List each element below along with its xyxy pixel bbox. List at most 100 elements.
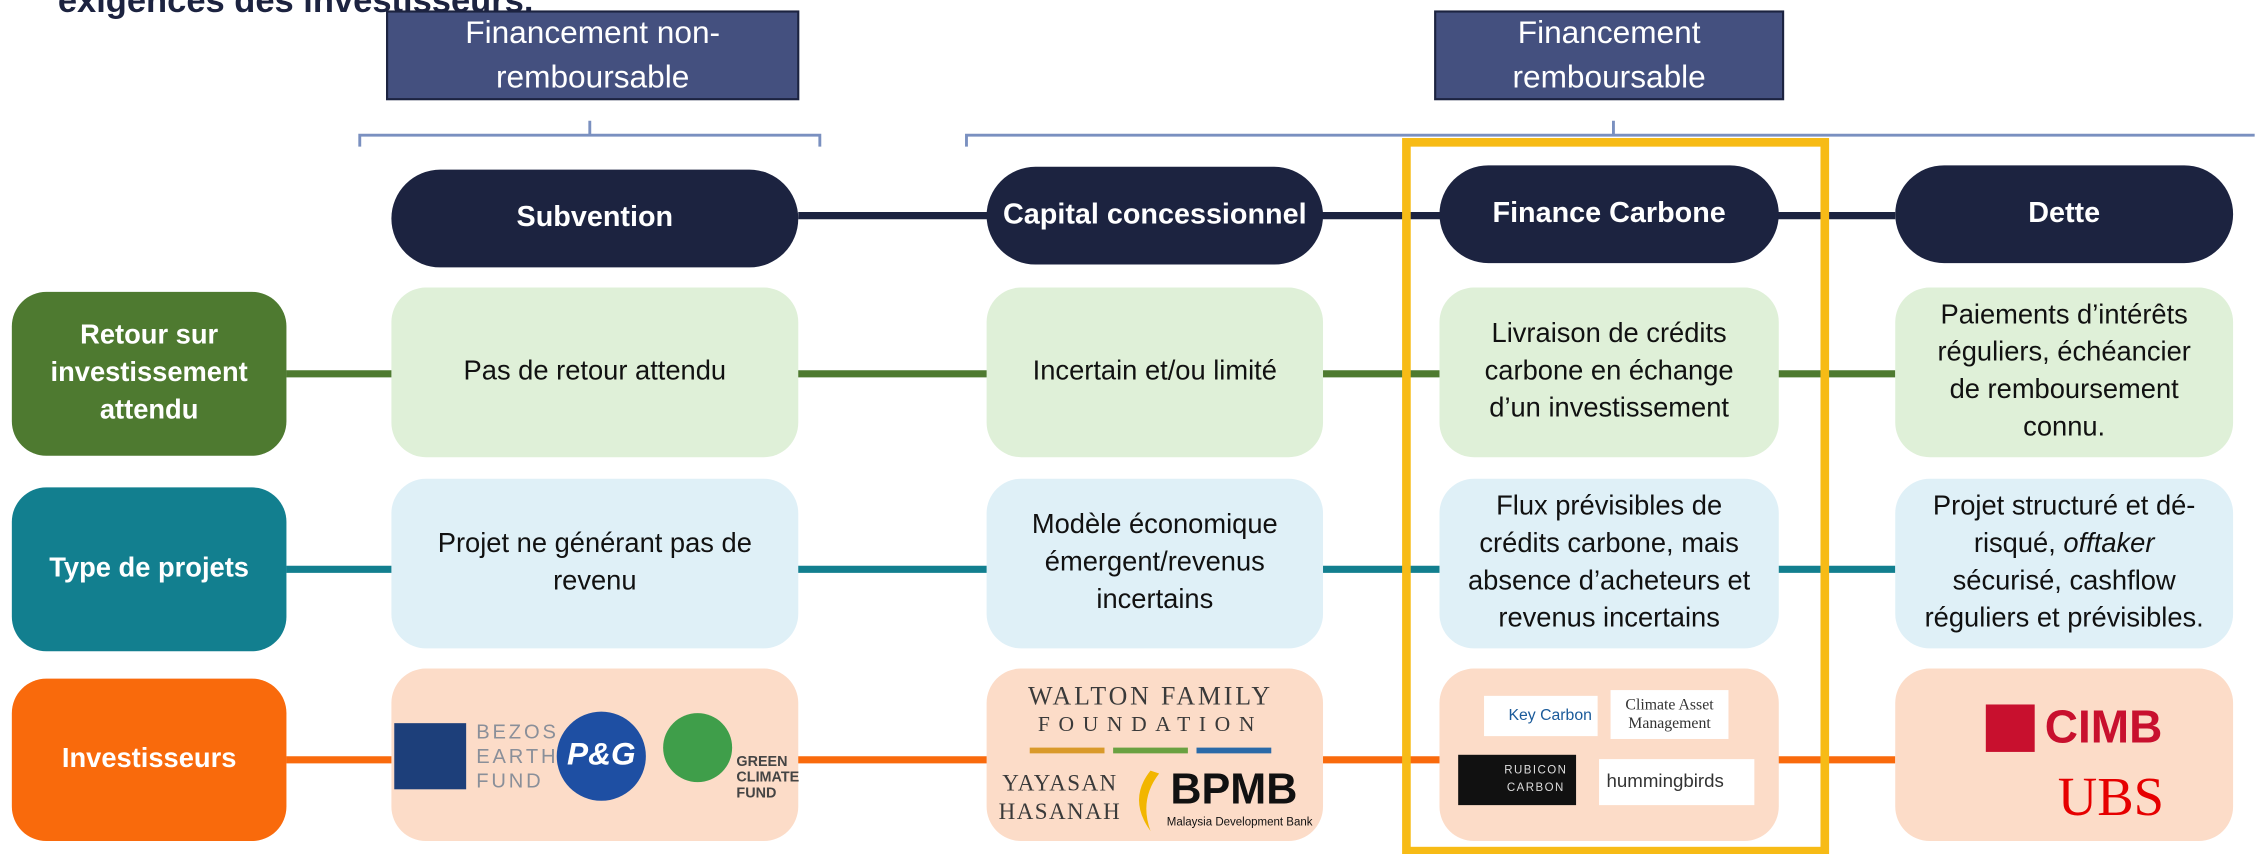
cell-text-part: Flux prévisibles de xyxy=(1496,490,1722,521)
cell-text-part: risqué, xyxy=(1974,527,2064,558)
cell-text: Projet ne générant pas de xyxy=(438,527,752,558)
cell-text-part: réguliers et prévisibles. xyxy=(1925,602,2204,633)
group-header-text: Financement non- xyxy=(465,14,720,50)
cell-text: revenu xyxy=(553,564,636,595)
logo-shape xyxy=(1029,747,1105,754)
cell-text-part: sécurisé, cashflow xyxy=(1953,564,2176,595)
logo-text: Management xyxy=(1628,715,1711,732)
logo-shape xyxy=(1113,747,1188,754)
logo-text: RUBICON xyxy=(1504,765,1567,777)
cell xyxy=(1439,478,1779,649)
cell-text-part: Projet structuré et dé- xyxy=(1933,490,2195,521)
logo-text: CLIMATE xyxy=(736,770,799,786)
logo-shape xyxy=(1985,704,2035,752)
logo-shape xyxy=(1599,759,1755,806)
cell xyxy=(1895,478,2234,649)
cell-text: de remboursement xyxy=(1950,373,2180,404)
cell-text: émergent/revenus xyxy=(1045,546,1265,577)
group-header-text: remboursable xyxy=(1512,58,1705,94)
cell-text: Pas de retour attendu xyxy=(464,355,727,386)
cell-text: sécurisé, cashflow xyxy=(1953,564,2176,595)
cell-text: réguliers, échéancier xyxy=(1937,336,2190,367)
cell xyxy=(1895,287,2234,458)
group-header xyxy=(1434,10,1785,101)
logo-shape xyxy=(663,713,733,783)
cell-text: réguliers et prévisibles. xyxy=(1925,602,2204,633)
cell-text: Paiements d’intérêts xyxy=(1941,299,2188,330)
cell-text-part: absence d’acheteurs et xyxy=(1468,564,1751,595)
column-header xyxy=(1439,165,1779,264)
logo-text: WALTON FAMILY xyxy=(1028,682,1273,711)
cell-text: d’un investissement xyxy=(1489,392,1729,423)
group-header-text: remboursable xyxy=(496,58,689,94)
cell-text-part: de remboursement xyxy=(1950,373,2180,404)
logo-text: HASANAH xyxy=(999,799,1122,824)
cell-text-part: d’un investissement xyxy=(1489,392,1729,423)
logo-shape xyxy=(1484,695,1598,737)
logo-text: Key Carbon xyxy=(1508,707,1591,724)
cell-text: connu. xyxy=(2023,411,2105,442)
logo-text: P&G xyxy=(567,736,636,772)
cell-text-part: Modèle économique xyxy=(1032,508,1278,539)
cell xyxy=(391,478,799,649)
cell-text-part: crédits carbone, mais xyxy=(1479,527,1738,558)
cell-text-part: offtaker xyxy=(2063,527,2156,558)
cell-text: Livraison de crédits xyxy=(1492,317,1727,348)
cell-text: Modèle économique xyxy=(1032,508,1278,539)
logo-text: FOUNDATION xyxy=(1038,712,1263,736)
cell xyxy=(986,478,1324,649)
logo-text: Climate Asset xyxy=(1625,697,1714,714)
logo-text: hummingbirds xyxy=(1607,770,1724,791)
cell-text: Flux prévisibles de xyxy=(1496,490,1722,521)
cell-text-part: Incertain et/ou limité xyxy=(1033,355,1277,386)
row-header-text: attendu xyxy=(100,393,199,424)
logo-shape xyxy=(556,711,646,801)
cell xyxy=(986,668,1324,842)
bracket xyxy=(358,120,2255,147)
row-header xyxy=(11,487,287,652)
logo-text: Malaysia Development Bank xyxy=(1167,816,1313,828)
row-header-text: investissement xyxy=(51,356,248,387)
logo-text: CIMB xyxy=(2045,701,2163,753)
logo-shape xyxy=(1196,747,1272,754)
cell-text-part: émergent/revenus xyxy=(1045,546,1265,577)
logo-text: FUND xyxy=(736,785,776,801)
logo-shape xyxy=(1610,690,1729,739)
column-header xyxy=(986,166,1324,265)
column-header xyxy=(1895,165,2234,264)
cell-text-part: Projet ne générant pas de xyxy=(438,527,752,558)
cell-text: absence d’acheteurs et xyxy=(1468,564,1751,595)
row-header-text: Investisseurs xyxy=(62,742,237,773)
cell-text-part: revenu xyxy=(553,564,636,595)
logo-shape xyxy=(394,723,467,790)
logo-text: UBS xyxy=(2058,766,2164,827)
cell-text-part: Livraison de crédits xyxy=(1492,317,1727,348)
logo-text: EARTH xyxy=(476,746,558,768)
highlight-frame xyxy=(1402,138,1830,854)
cell xyxy=(1439,287,1779,458)
cell-text: risqué, offtaker xyxy=(1974,527,2156,558)
logo-text: BPMB xyxy=(1170,766,1297,814)
cell-text-part: revenus incertains xyxy=(1498,602,1720,633)
cell xyxy=(986,287,1324,458)
row-header xyxy=(11,678,287,842)
cell-text-part: connu. xyxy=(2023,411,2105,442)
cell-text: revenus incertains xyxy=(1498,602,1720,633)
cell-text-part: réguliers, échéancier xyxy=(1937,336,2190,367)
logo-text: FUND xyxy=(476,770,543,792)
row-header-text: Type de projets xyxy=(49,552,249,583)
cell-text: Incertain et/ou limité xyxy=(1033,355,1277,386)
column-header-text: Capital concessionnel xyxy=(1003,198,1307,230)
cell-text-part: Pas de retour attendu xyxy=(464,355,727,386)
cell xyxy=(1895,668,2234,842)
row-header xyxy=(11,291,287,456)
row-header-text: Retour sur xyxy=(80,319,218,350)
logo-text: YAYASAN xyxy=(1002,770,1117,795)
logo-text: GREEN xyxy=(736,754,787,770)
column-header-text: Subvention xyxy=(517,201,674,233)
cell-text-part: Paiements d’intérêts xyxy=(1941,299,2188,330)
logo-shape xyxy=(1458,754,1577,806)
logo-shape xyxy=(1139,770,1160,831)
column-header-text: Dette xyxy=(2028,197,2100,229)
